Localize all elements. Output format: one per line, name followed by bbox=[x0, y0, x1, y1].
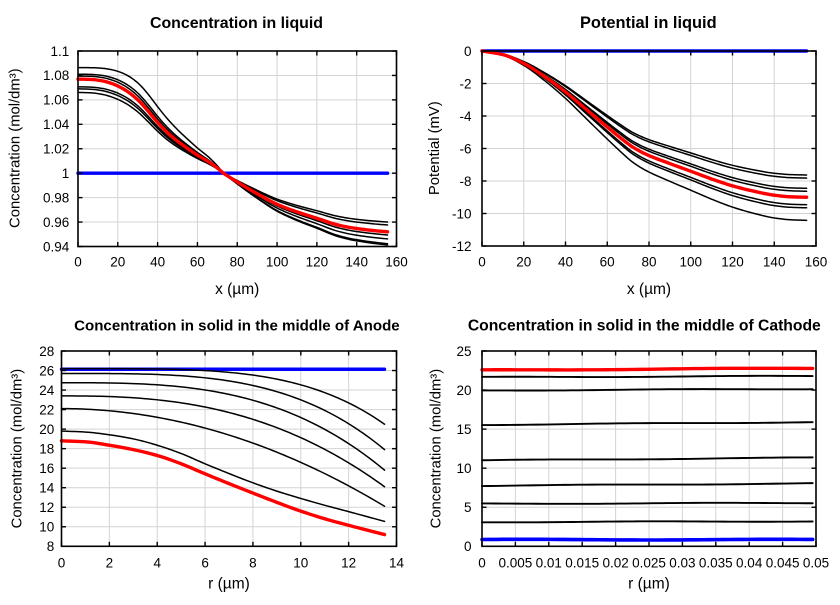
svg-text:2: 2 bbox=[106, 555, 114, 570]
svg-text:40: 40 bbox=[558, 254, 573, 269]
svg-text:1: 1 bbox=[62, 166, 70, 181]
svg-text:4: 4 bbox=[153, 555, 161, 570]
svg-text:14: 14 bbox=[39, 481, 55, 496]
svg-text:0.045: 0.045 bbox=[766, 555, 800, 570]
svg-text:10: 10 bbox=[456, 461, 471, 476]
svg-text:160: 160 bbox=[385, 254, 408, 269]
svg-text:-6: -6 bbox=[459, 141, 471, 156]
svg-text:0.01: 0.01 bbox=[536, 555, 562, 570]
svg-text:0: 0 bbox=[478, 254, 486, 269]
svg-text:15: 15 bbox=[456, 422, 471, 437]
svg-text:18: 18 bbox=[39, 441, 54, 456]
svg-text:Potential in liquid: Potential in liquid bbox=[580, 14, 717, 32]
svg-text:0.94: 0.94 bbox=[43, 239, 70, 254]
svg-text:80: 80 bbox=[230, 254, 245, 269]
svg-text:25: 25 bbox=[456, 344, 471, 359]
svg-text:100: 100 bbox=[266, 254, 289, 269]
svg-text:60: 60 bbox=[600, 254, 615, 269]
svg-text:0: 0 bbox=[74, 254, 82, 269]
svg-text:1.06: 1.06 bbox=[43, 93, 69, 108]
svg-text:140: 140 bbox=[763, 254, 786, 269]
svg-text:Concentration (mol/dm³): Concentration (mol/dm³) bbox=[8, 68, 24, 228]
svg-text:1.1: 1.1 bbox=[51, 44, 70, 59]
svg-text:20: 20 bbox=[456, 383, 471, 398]
svg-text:10: 10 bbox=[293, 555, 308, 570]
svg-text:0: 0 bbox=[464, 539, 472, 554]
svg-text:5: 5 bbox=[464, 500, 472, 515]
svg-text:Concentration in solid in the: Concentration in solid in the middle of … bbox=[74, 318, 400, 335]
svg-text:1.02: 1.02 bbox=[43, 142, 69, 157]
svg-text:0.025: 0.025 bbox=[632, 555, 666, 570]
svg-text:0.015: 0.015 bbox=[565, 555, 599, 570]
svg-text:20: 20 bbox=[39, 422, 54, 437]
svg-text:x (µm): x (µm) bbox=[627, 281, 671, 298]
svg-text:Concentration in liquid: Concentration in liquid bbox=[150, 15, 323, 32]
svg-text:22: 22 bbox=[39, 402, 54, 417]
svg-text:Concentration (mol/dm³): Concentration (mol/dm³) bbox=[429, 369, 445, 529]
svg-text:Potential (mV): Potential (mV) bbox=[427, 101, 443, 195]
svg-text:x (µm): x (µm) bbox=[215, 281, 259, 298]
svg-text:6: 6 bbox=[201, 555, 209, 570]
svg-text:1.08: 1.08 bbox=[43, 68, 69, 83]
svg-text:-2: -2 bbox=[459, 76, 471, 91]
svg-text:0.96: 0.96 bbox=[43, 215, 69, 230]
svg-text:120: 120 bbox=[721, 254, 744, 269]
svg-text:28: 28 bbox=[39, 344, 54, 359]
svg-text:0.05: 0.05 bbox=[803, 555, 829, 570]
svg-text:80: 80 bbox=[641, 254, 656, 269]
svg-text:0: 0 bbox=[58, 555, 66, 570]
svg-text:60: 60 bbox=[190, 254, 205, 269]
svg-text:0.035: 0.035 bbox=[699, 555, 733, 570]
svg-text:20: 20 bbox=[516, 254, 531, 269]
svg-text:-8: -8 bbox=[459, 174, 471, 189]
svg-text:120: 120 bbox=[306, 254, 329, 269]
svg-text:14: 14 bbox=[389, 555, 405, 570]
svg-text:0.02: 0.02 bbox=[602, 555, 628, 570]
svg-text:20: 20 bbox=[110, 254, 125, 269]
svg-text:140: 140 bbox=[345, 254, 368, 269]
svg-text:160: 160 bbox=[805, 254, 828, 269]
svg-text:r (µm): r (µm) bbox=[208, 575, 250, 592]
svg-text:12: 12 bbox=[341, 555, 356, 570]
svg-text:10: 10 bbox=[39, 520, 54, 535]
svg-text:8: 8 bbox=[47, 539, 55, 554]
svg-text:0.03: 0.03 bbox=[669, 555, 695, 570]
svg-text:12: 12 bbox=[39, 500, 54, 515]
svg-text:0.04: 0.04 bbox=[736, 555, 763, 570]
svg-text:100: 100 bbox=[680, 254, 703, 269]
svg-text:Concentration (mol/dm³): Concentration (mol/dm³) bbox=[10, 369, 26, 529]
svg-text:1.04: 1.04 bbox=[43, 117, 70, 132]
svg-text:8: 8 bbox=[249, 555, 257, 570]
svg-text:-12: -12 bbox=[452, 239, 472, 254]
svg-text:40: 40 bbox=[150, 254, 165, 269]
svg-text:Concentration in solid in the: Concentration in solid in the middle of … bbox=[468, 318, 821, 335]
svg-text:0.98: 0.98 bbox=[43, 190, 69, 205]
svg-text:0.005: 0.005 bbox=[499, 555, 533, 570]
svg-text:24: 24 bbox=[39, 383, 55, 398]
svg-text:-4: -4 bbox=[459, 109, 471, 124]
svg-text:0: 0 bbox=[464, 44, 472, 59]
svg-text:r (µm): r (µm) bbox=[628, 575, 670, 592]
svg-text:-10: -10 bbox=[452, 206, 472, 221]
svg-text:16: 16 bbox=[39, 461, 54, 476]
svg-text:26: 26 bbox=[39, 363, 54, 378]
svg-text:0: 0 bbox=[478, 555, 486, 570]
